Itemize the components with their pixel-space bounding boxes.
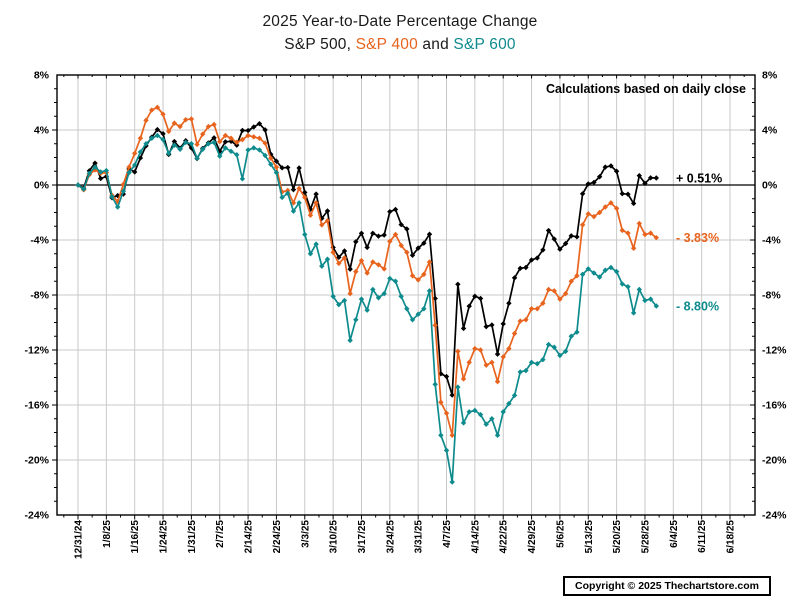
x-tick-label: 3/10/25	[329, 520, 340, 554]
x-tick-label: 12/31/24	[74, 520, 85, 559]
y-tick-label-left: 8%	[34, 70, 50, 82]
chart-title: 2025 Year-to-Date Percentage Change	[262, 13, 538, 30]
series-line-sp500	[77, 122, 657, 396]
subtitle-part-4: S&P 600	[453, 36, 516, 53]
y-axis-labels-left: 8% 4% 0% -4% -8% -12% -16% -20% -24%	[24, 70, 49, 522]
y-gridlines	[57, 129, 755, 461]
x-tick-label: 5/13/25	[584, 520, 595, 554]
subtitle-part-0: S&P 500	[284, 36, 347, 53]
x-tick-label: 3/17/25	[357, 520, 368, 554]
x-tick-label: 5/6/25	[555, 520, 566, 548]
y-tick-label-left: -20%	[24, 455, 49, 467]
x-tick-label: 4/7/25	[442, 520, 453, 548]
x-tick-label: 6/18/25	[726, 520, 737, 554]
x-tick-label: 4/22/25	[499, 520, 510, 554]
y-tick-label-left: -8%	[30, 290, 49, 302]
x-tick-label: 4/29/25	[527, 520, 538, 554]
x-tick-label: 2/24/25	[272, 520, 283, 554]
y-tick-label-left: -12%	[24, 345, 49, 357]
plot-frame	[56, 74, 756, 516]
x-tick-label: 1/16/25	[130, 520, 141, 554]
x-tick-label: 6/4/25	[669, 520, 680, 548]
y-tick-label-right: -4%	[762, 235, 781, 247]
y-tick-label-left: 4%	[34, 125, 50, 137]
subtitle-part-2: S&P 400	[355, 36, 418, 53]
x-tick-label: 3/24/25	[385, 520, 396, 554]
end-label-sp600: - 8.80%	[676, 300, 719, 314]
series-markers-sp400	[75, 104, 659, 438]
series-sp600	[75, 132, 659, 485]
x-tick-label: 2/7/25	[215, 520, 226, 548]
end-label-sp500: + 0.51%	[676, 171, 722, 185]
y-tick-label-right: -24%	[762, 510, 787, 522]
copyright-box: Copyright © 2025 Thechartstore.com	[563, 576, 771, 596]
y-tick-label-right: 0%	[762, 180, 778, 192]
x-tick-label: 3/31/25	[414, 520, 425, 554]
y-tick-label-right: -16%	[762, 400, 787, 412]
x-tick-label: 5/28/25	[640, 520, 651, 554]
x-tick-label: 1/24/25	[159, 520, 170, 554]
y-tick-label-left: -4%	[30, 235, 49, 247]
y-tick-label-right: 8%	[762, 70, 778, 82]
y-tick-label-left: -24%	[24, 510, 49, 522]
y-tick-label-right: -8%	[762, 290, 781, 302]
x-tick-label: 3/3/25	[300, 520, 311, 548]
x-tick-label: 4/14/25	[470, 520, 481, 554]
axis-ticks	[52, 75, 755, 520]
x-tick-label: 2/14/25	[244, 520, 255, 554]
subtitle-part-1: ,	[346, 36, 356, 53]
y-tick-label-right: -20%	[762, 455, 787, 467]
end-label-sp400: - 3.83%	[676, 231, 719, 245]
series-sp500	[75, 120, 659, 398]
chart-subtitle: S&P 500, S&P 400 and S&P 600	[0, 36, 800, 54]
annotation-daily-close: Calculations based on daily close	[546, 82, 746, 96]
x-tick-label: 1/31/25	[187, 520, 198, 554]
subtitle-part-3: and	[417, 36, 454, 53]
x-tick-label: 6/11/25	[697, 520, 708, 553]
x-tick-label: 1/8/25	[102, 520, 113, 548]
x-tick-label: 5/20/25	[612, 520, 623, 554]
copyright-text: Copyright © 2025 Thechartstore.com	[575, 580, 759, 592]
y-tick-label-right: 4%	[762, 125, 778, 137]
x-axis-labels: 12/31/24 1/8/25 1/16/25 1/24/25 1/31/25 2/7/2…	[74, 520, 737, 559]
series-markers-sp600	[75, 132, 659, 485]
y-tick-label-left: 0%	[34, 180, 50, 192]
y-axis-labels-right: 8% 4% 0% -4% -8% -12% -16% -20% -24%	[762, 70, 787, 522]
series-sp400	[75, 104, 659, 438]
y-tick-label-right: -12%	[762, 345, 787, 357]
y-tick-label-left: -16%	[24, 400, 49, 412]
